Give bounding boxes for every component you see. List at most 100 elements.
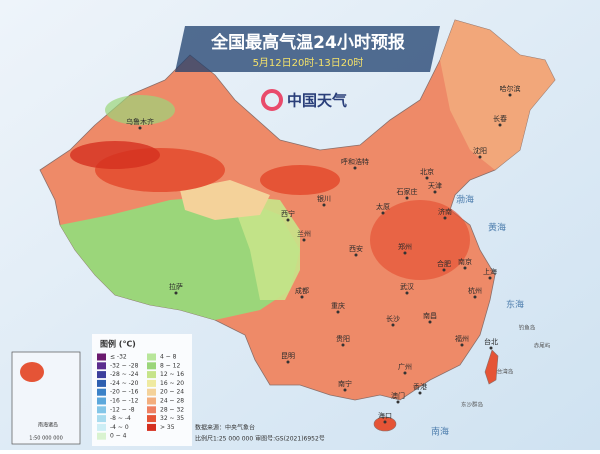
city-label: 武汉 [400, 282, 414, 291]
title-banner [175, 26, 440, 72]
city-label: 南昌 [423, 311, 437, 320]
plateau-region [60, 195, 300, 320]
city-dot [396, 400, 400, 404]
place-label: 赤尾屿 [534, 342, 551, 350]
taiwan [484, 349, 499, 385]
legend-label: 32 ~ 35 [160, 415, 184, 422]
city-dot [478, 155, 482, 159]
legend-swatch [97, 415, 106, 423]
city-dot [498, 123, 502, 127]
qaidam-region [180, 180, 270, 220]
city-dot [473, 295, 477, 299]
city-label: 西安 [349, 244, 363, 253]
legend-swatch [147, 371, 156, 379]
legend-swatch [97, 406, 106, 414]
city-label: 昆明 [281, 352, 295, 360]
city-label: 海口 [378, 411, 392, 420]
place-label: 渤海 [456, 194, 474, 206]
city-label: 香港 [413, 382, 427, 391]
legend-label: 20 ~ 24 [160, 389, 184, 396]
place-label: 东海 [506, 299, 524, 311]
legend-title: 图例 (℃) [100, 339, 136, 349]
place-label: 黄海 [488, 222, 506, 234]
city-dot [403, 251, 407, 255]
city-label: 北京 [420, 167, 434, 176]
central-hot [370, 200, 470, 280]
city-label: 杭州 [468, 286, 482, 295]
legend-label: 8 ~ 12 [160, 362, 180, 369]
city-label: 南京 [458, 257, 472, 266]
city-label: 上海 [483, 267, 497, 276]
place-label: 钓鱼岛 [519, 324, 536, 332]
place-label: 东沙群岛 [461, 401, 484, 409]
legend-label: -16 ~ -12 [110, 398, 139, 405]
city-label: 福州 [455, 334, 469, 343]
city-label: 太原 [376, 202, 390, 211]
plateau-east [230, 195, 300, 300]
city-label: 哈尔滨 [500, 84, 521, 93]
city-dot [336, 310, 340, 314]
legend-swatch [147, 397, 156, 405]
source-line: 数据来源：中央气象台 [195, 424, 255, 432]
city-label: 合肥 [437, 259, 451, 268]
legend-swatch [97, 397, 106, 405]
legend-label: -28 ~ -24 [110, 371, 139, 378]
inset-frame [11, 351, 81, 445]
city-dot [405, 291, 409, 295]
city-label: 西宁 [281, 209, 295, 218]
city-label: 南宁 [338, 379, 352, 388]
legend-label: 12 ~ 16 [160, 371, 184, 378]
city-dot [302, 238, 306, 242]
city-label: 重庆 [331, 301, 345, 310]
city-dot [174, 291, 178, 295]
city-dot [463, 266, 467, 270]
title: 全国最高气温24小时预报 [210, 32, 405, 53]
city-dot [354, 253, 358, 257]
legend-label: -12 ~ -8 [110, 406, 135, 413]
city-label: 拉萨 [169, 282, 183, 291]
legend-swatch [97, 353, 106, 361]
legend-swatch [97, 423, 106, 431]
city-label: 银川 [317, 194, 331, 203]
city-dot [341, 343, 345, 347]
city-dot [428, 320, 432, 324]
gobi-hot [260, 165, 340, 195]
legend-swatch [97, 371, 106, 379]
city-dot [353, 166, 357, 170]
legend-label: -4 ~ 0 [110, 424, 129, 431]
legend-label: 0 ~ 4 [110, 433, 127, 440]
inset-name: 南海诸岛 [38, 422, 58, 429]
city-label: 石家庄 [397, 187, 418, 196]
city-dot [508, 93, 512, 97]
city-dot [391, 323, 395, 327]
legend-label: -20 ~ -16 [110, 389, 139, 396]
city-dot [343, 388, 347, 392]
logo-text: 中国天气 [287, 92, 347, 110]
legend-swatch [147, 379, 156, 387]
city-label: 乌鲁木齐 [126, 117, 154, 126]
legend-label: 24 ~ 28 [160, 398, 184, 405]
legend-swatch [97, 379, 106, 387]
city-dot [286, 218, 290, 222]
city-dot [381, 211, 385, 215]
city-dot [443, 216, 447, 220]
city-label: 贵阳 [336, 334, 350, 343]
legend-swatch [97, 362, 106, 370]
city-label: 成都 [295, 286, 309, 295]
city-label: 呼和浩特 [341, 157, 369, 166]
hainan [373, 416, 397, 432]
legend-label: -32 ~ -28 [110, 362, 139, 369]
city-label: 济南 [438, 207, 452, 216]
city-dot [425, 176, 429, 180]
north-east-region [440, 20, 555, 170]
legend-label: > 35 [160, 424, 175, 431]
city-dot [442, 268, 446, 272]
place-label: 南海 [431, 426, 449, 438]
legend-label: 16 ~ 20 [160, 380, 184, 387]
legend-swatch [147, 415, 156, 423]
legend-swatch [97, 388, 106, 396]
city-dot [405, 196, 409, 200]
legend-swatch [147, 406, 156, 414]
legend-label: ≤ -32 [110, 354, 127, 361]
